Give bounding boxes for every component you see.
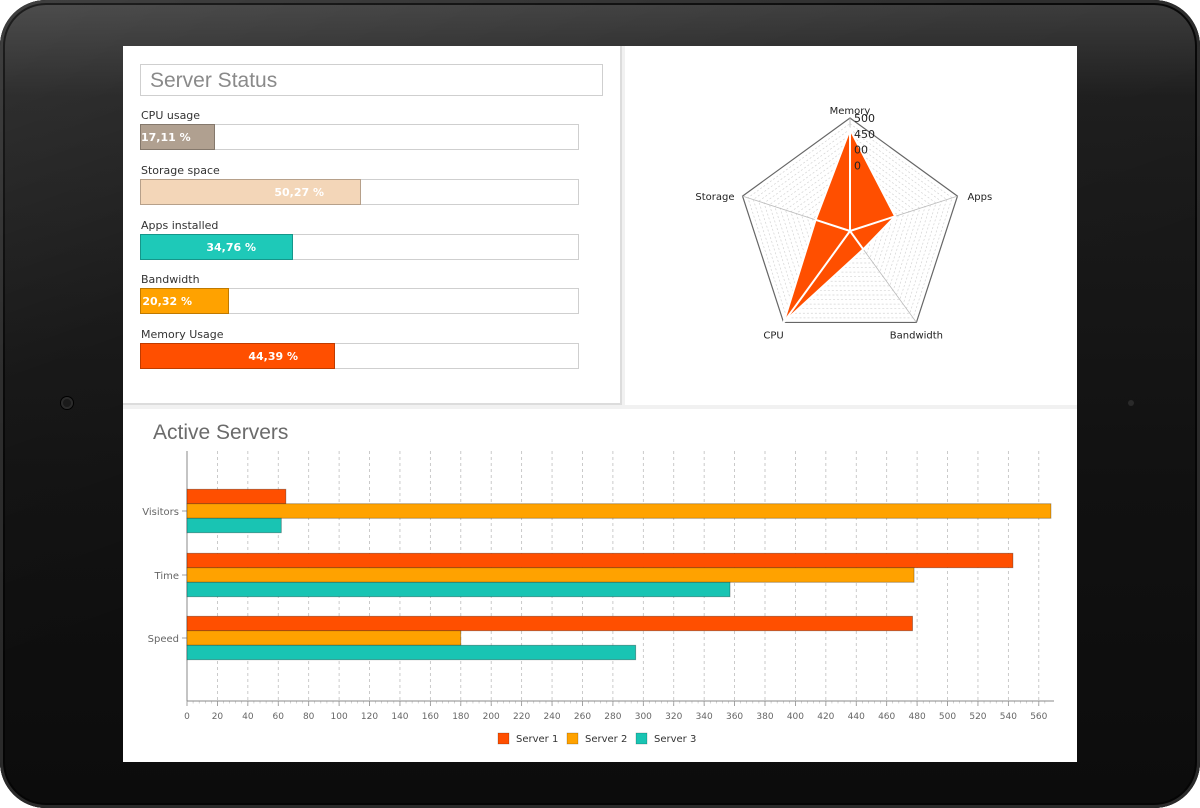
x-tick-label: 560 [1030, 712, 1047, 722]
light-sensor [1128, 400, 1134, 406]
radar-series-spoke [849, 230, 865, 250]
legend-swatch [497, 732, 510, 745]
bar-server-1-speed [186, 615, 913, 632]
metric-label-cpu: CPU usage [141, 109, 201, 122]
y-category-label: Visitors [142, 507, 179, 518]
x-tick-label: 400 [787, 712, 804, 722]
dashboard-screen: Server Status CPU usage 17,11 % Storage … [123, 46, 1077, 762]
legend-label: Server 1 [516, 734, 558, 745]
radar-axis-label-bandwidth: Bandwidth [890, 330, 943, 341]
bar-server-1-time [186, 552, 1014, 569]
bar-server-2-visitors [186, 503, 1052, 519]
x-tick-label: 300 [635, 712, 652, 722]
radar-tick-label: 450 [854, 128, 875, 141]
radar-grid-ring [774, 151, 926, 296]
legend-label: Server 3 [654, 734, 696, 745]
x-tick-label: 360 [726, 712, 743, 722]
progress-fill-cpu: 17,11 % [140, 124, 215, 150]
radar-panel: 500 450 00 0 Memory Apps Bandwidth CPU Storage [625, 46, 1077, 405]
x-tick-label: 80 [303, 712, 315, 722]
radar-grid-ring [785, 162, 915, 287]
x-tick-label: 280 [604, 712, 621, 722]
x-tick-label: 20 [212, 712, 224, 722]
x-tick-label: 140 [391, 712, 408, 722]
radar-grid-ring [747, 123, 953, 319]
radar-grid-ring [763, 140, 937, 305]
front-camera [61, 397, 73, 409]
active-servers-chart: 0 20 40 60 80 100 120 140 160 180 200 220 240 260 280 3… [142, 451, 1054, 745]
x-tick-label: 240 [543, 712, 560, 722]
progress-memory: 44,39 % [140, 343, 579, 369]
bar-server-2-speed [186, 630, 462, 646]
radar-grid-ring [795, 174, 905, 278]
radar-outer-ring [741, 117, 959, 324]
radar-series-area [781, 126, 897, 326]
metric-label-storage: Storage space [141, 164, 220, 177]
radar-grid-ring [768, 145, 932, 300]
progress-apps: 34,76 % [140, 234, 579, 260]
x-tick-label: 200 [483, 712, 500, 722]
radar-tick-label: 00 [854, 144, 868, 157]
x-tick-label: 380 [756, 712, 773, 722]
legend-label: Server 2 [585, 734, 627, 745]
radar-series-spoke [849, 215, 896, 232]
x-tick-label: 440 [848, 712, 865, 722]
x-tick-label: 120 [361, 712, 378, 722]
radar-axis-label-storage: Storage [695, 192, 734, 203]
metric-label-memory: Memory Usage [141, 328, 224, 341]
progress-fill-memory: 44,39 % [140, 343, 335, 369]
x-tick-label: 480 [909, 712, 926, 722]
progress-cpu: 17,11 % [140, 124, 579, 150]
bar-server-3-speed [186, 644, 637, 661]
server-status-title: Server Status [140, 64, 603, 96]
x-tick-label: 520 [969, 712, 986, 722]
x-tick-label: 100 [331, 712, 348, 722]
y-category-label: Time [154, 571, 179, 582]
progress-bandwidth: 20,32 % [140, 288, 579, 314]
x-tick-label: 40 [242, 712, 254, 722]
legend-swatch [635, 732, 648, 745]
radar-axis-label-cpu: CPU [763, 330, 783, 341]
bar-server-1-visitors [186, 488, 287, 505]
x-tick-label: 160 [422, 712, 439, 722]
x-tick-label: 320 [665, 712, 682, 722]
active-servers-panel: Active Servers 0 20 40 60 80 100 120 140 160 180 2… [123, 409, 1077, 762]
radar-tick-label: 500 [854, 112, 875, 125]
progress-fill-apps: 34,76 % [140, 234, 293, 260]
progress-fill-storage: 50,27 % [140, 179, 361, 205]
bar-server-2-time [186, 567, 915, 583]
x-tick-label: 260 [574, 712, 591, 722]
server-status-panel: Server Status CPU usage 17,11 % Storage … [123, 46, 622, 405]
x-tick-label: 340 [696, 712, 713, 722]
x-tick-label: 500 [939, 712, 956, 722]
radar-grid-ring [790, 168, 910, 282]
active-servers-title: Active Servers [153, 421, 289, 444]
legend-swatch [566, 732, 579, 745]
x-tick-label: 0 [184, 712, 190, 722]
bar-server-3-time [186, 581, 731, 598]
x-tick-label: 60 [273, 712, 285, 722]
progress-storage: 50,27 % [140, 179, 579, 205]
radar-series-spoke [782, 230, 851, 324]
x-tick-label: 180 [452, 712, 469, 722]
x-tick-label: 540 [1000, 712, 1017, 722]
y-category-label: Speed [148, 634, 179, 645]
radar-series-spoke [815, 218, 851, 232]
bar-server-3-visitors [186, 517, 282, 534]
progress-fill-bandwidth: 20,32 % [140, 288, 229, 314]
metric-label-bandwidth: Bandwidth [141, 273, 200, 286]
x-tick-label: 420 [817, 712, 834, 722]
x-tick-label: 220 [513, 712, 530, 722]
metric-label-apps: Apps installed [141, 219, 219, 232]
radar-axis-label-memory: Memory [830, 106, 871, 117]
radar-tick-label: 0 [854, 159, 861, 172]
x-tick-label: 460 [878, 712, 895, 722]
radar-axis-label-apps: Apps [967, 192, 992, 203]
